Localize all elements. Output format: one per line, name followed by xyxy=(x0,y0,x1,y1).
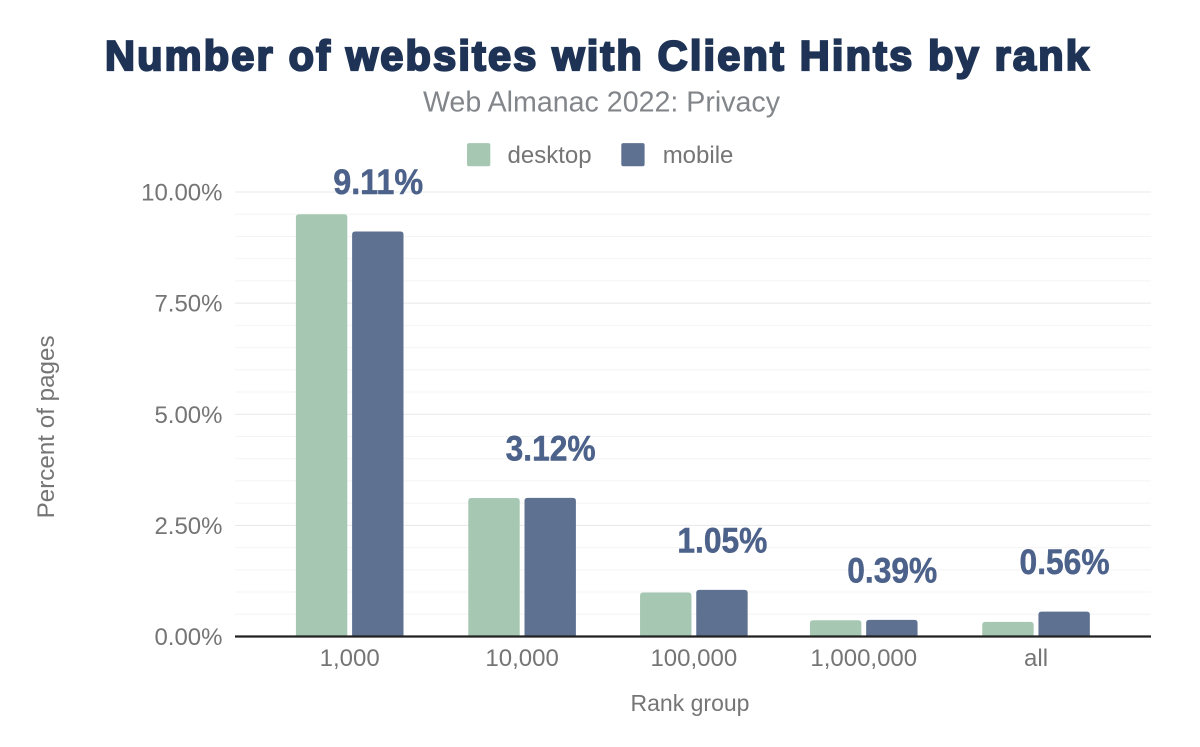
svg-text:3.12%: 3.12% xyxy=(506,429,596,468)
svg-text:Number of websites with Client: Number of websites with Client Hints by … xyxy=(105,32,1091,79)
svg-text:10,000: 10,000 xyxy=(485,645,558,672)
svg-text:0.00%: 0.00% xyxy=(154,624,222,651)
svg-text:Percent of pages: Percent of pages xyxy=(33,335,60,518)
svg-text:all: all xyxy=(1024,645,1048,672)
svg-text:desktop: desktop xyxy=(508,142,592,169)
svg-text:5.00%: 5.00% xyxy=(154,402,222,429)
svg-text:9.11%: 9.11% xyxy=(333,163,423,202)
svg-text:Rank group: Rank group xyxy=(631,690,750,716)
svg-text:1,000,000: 1,000,000 xyxy=(810,645,917,672)
svg-text:mobile: mobile xyxy=(663,142,734,169)
svg-text:Web Almanac 2022: Privacy: Web Almanac 2022: Privacy xyxy=(423,87,781,119)
svg-text:0.39%: 0.39% xyxy=(847,551,937,590)
svg-text:1.05%: 1.05% xyxy=(677,521,767,560)
svg-text:10.00%: 10.00% xyxy=(141,180,222,207)
svg-text:1,000: 1,000 xyxy=(320,645,380,672)
svg-text:100,000: 100,000 xyxy=(650,645,737,672)
svg-text:7.50%: 7.50% xyxy=(154,291,222,318)
svg-text:2.50%: 2.50% xyxy=(154,513,222,540)
svg-text:0.56%: 0.56% xyxy=(1020,543,1110,582)
